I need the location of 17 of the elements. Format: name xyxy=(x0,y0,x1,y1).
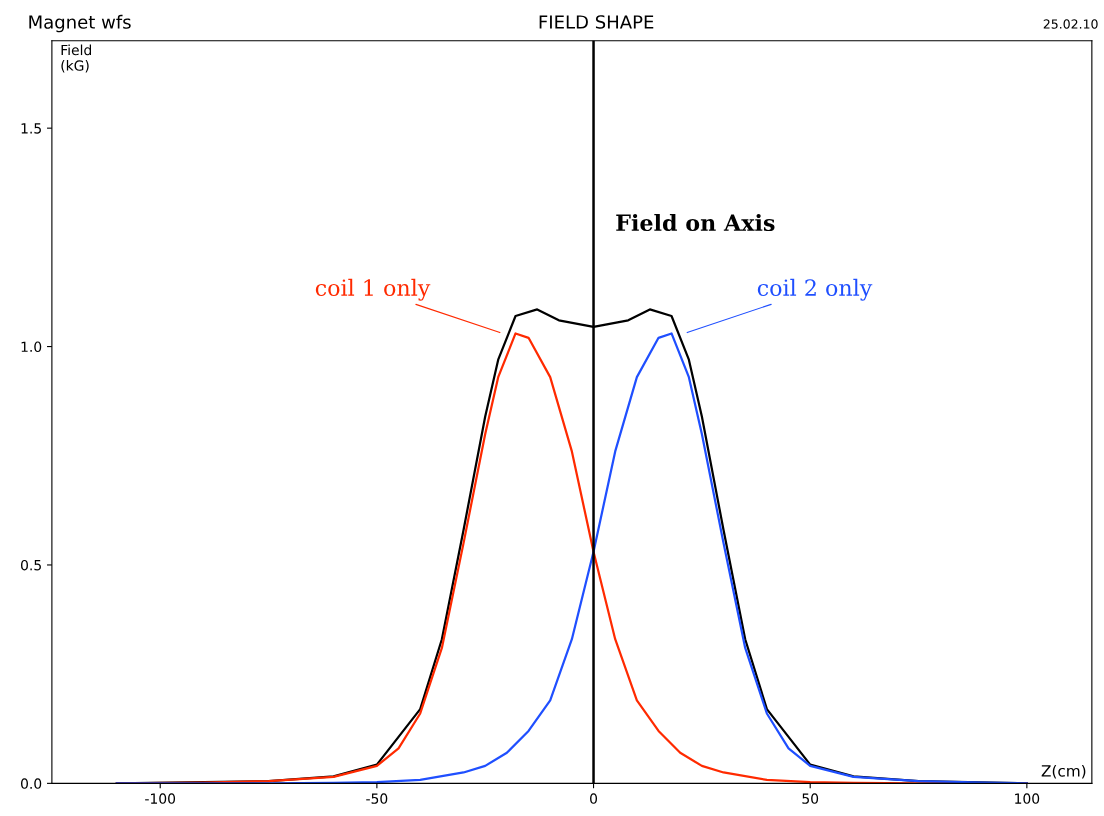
x-axis-title: Z(cm) xyxy=(1041,764,1086,779)
text: 25.02.10 xyxy=(1043,19,1098,29)
x-tick-label: 50 xyxy=(802,793,819,804)
x-tick-label: -50 xyxy=(366,793,388,804)
y-tick-label: 1.5 xyxy=(21,123,41,134)
y-axis-title: Field (kG) xyxy=(61,44,92,73)
x-tick-label: 0 xyxy=(590,793,598,804)
text: coil 2 only xyxy=(757,278,873,301)
text: Magnet wfs xyxy=(29,14,131,33)
x-tick-label: -100 xyxy=(145,793,176,804)
y-tick-label: 0.5 xyxy=(20,559,41,571)
x-tick-label: 100 xyxy=(1015,793,1040,804)
text: coil 1 only xyxy=(315,278,431,301)
y-tick-label: 0.0 xyxy=(20,778,42,789)
y-tick-label: 1.0 xyxy=(21,341,42,353)
chart-title: FIELD SHAPE xyxy=(539,15,654,29)
text: Field on Axis xyxy=(616,213,775,232)
